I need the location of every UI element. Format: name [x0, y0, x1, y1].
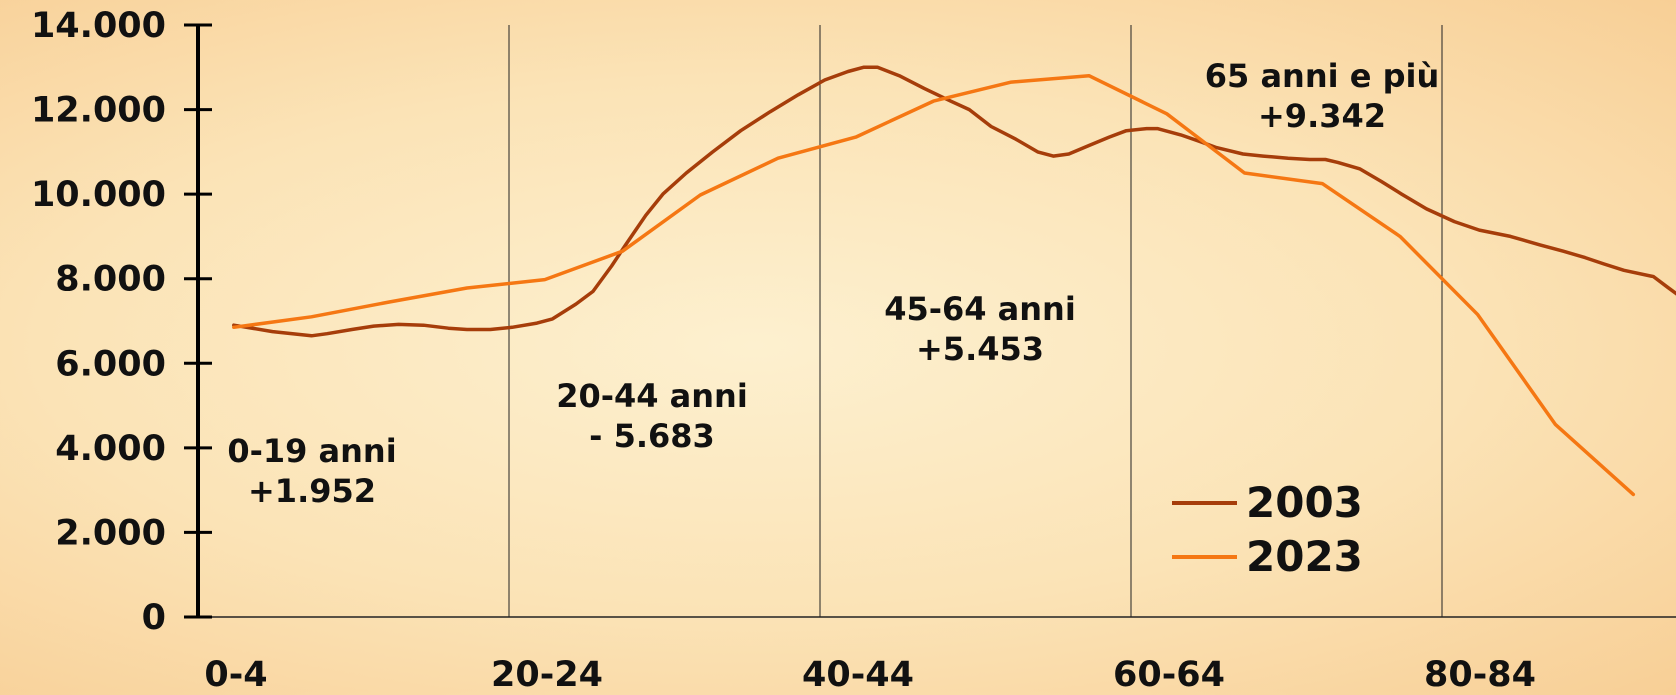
- x-tick-label: 60-64: [1113, 655, 1225, 691]
- annotation-45-64-value: +5.453: [916, 330, 1044, 368]
- y-tick-label: 8.000: [55, 260, 166, 300]
- x-axis-ticks: 0-4 20-24 40-44 60-64 80-84: [204, 655, 1536, 695]
- series-lines: [232, 65, 1676, 497]
- annotation-45-64-label: 45-64 anni: [884, 290, 1076, 328]
- annotation-65-plus: 65 anni e più +9.342: [1205, 57, 1439, 135]
- y-axis-ticks: 0 2.000 4.000 6.000 8.000 10.000 12.000 14.000: [31, 6, 212, 638]
- y-tick-label: 4.000: [55, 429, 166, 469]
- annotation-65-plus-value: +9.342: [1258, 97, 1386, 135]
- annotation-0-19: 0-19 anni +1.952: [227, 432, 396, 510]
- x-tick-label: 0-4: [204, 655, 267, 691]
- legend-label-2003: 2003: [1246, 478, 1363, 527]
- y-tick-label: 2.000: [55, 513, 166, 553]
- legend-label-2023: 2023: [1246, 532, 1363, 581]
- y-tick-label: 12.000: [31, 91, 166, 131]
- annotation-65-plus-label: 65 anni e più: [1205, 57, 1439, 95]
- y-tick-label: 6.000: [55, 344, 166, 384]
- annotation-0-19-label: 0-19 anni: [227, 432, 396, 470]
- y-tick-label: 14.000: [31, 6, 166, 46]
- y-tick-label: 0: [142, 598, 166, 638]
- annotation-0-19-value: +1.952: [248, 472, 376, 510]
- annotation-20-44: 20-44 anni - 5.683: [556, 377, 748, 455]
- annotation-45-64: 45-64 anni +5.453: [884, 290, 1076, 368]
- y-tick-label: 10.000: [31, 175, 166, 215]
- axes: [196, 25, 1676, 618]
- annotation-20-44-value: - 5.683: [589, 417, 715, 455]
- legend: 2003 2023: [1172, 478, 1363, 581]
- gridlines: [508, 25, 1443, 617]
- series-line-2023: [232, 73, 1636, 497]
- x-tick-label: 80-84: [1424, 655, 1536, 691]
- annotation-20-44-label: 20-44 anni: [556, 377, 748, 415]
- x-tick-label: 40-44: [802, 655, 914, 691]
- series-line-2003: [232, 65, 1676, 338]
- x-tick-label: 20-24: [491, 655, 603, 691]
